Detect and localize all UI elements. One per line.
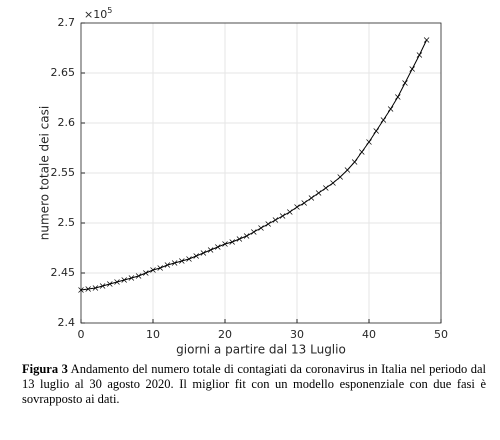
x-tick-label: 0 <box>78 328 85 341</box>
data-point <box>366 139 372 145</box>
data-point <box>107 281 113 287</box>
y-tick-label: 2.6 <box>58 116 76 129</box>
data-point <box>258 225 264 231</box>
x-tick-label: 10 <box>146 328 160 341</box>
y-multiplier-base: ×10 <box>84 8 107 21</box>
data-point <box>200 250 207 256</box>
data-point <box>171 260 178 266</box>
data-point <box>207 247 214 253</box>
data-point <box>279 213 286 219</box>
y-multiplier: ×105 <box>84 6 112 22</box>
y-tick-label: 2.7 <box>58 16 76 29</box>
data-point <box>222 241 228 247</box>
data-point <box>330 180 336 186</box>
y-tick-label: 2.5 <box>58 216 76 229</box>
data-point <box>380 117 387 123</box>
y-axis-label: numero totale dei casi <box>38 106 52 240</box>
caption-text: Andamento del numero totale di contagiat… <box>22 362 487 406</box>
data-point <box>351 159 358 165</box>
data-point <box>229 239 235 245</box>
data-point <box>135 273 142 279</box>
data-point <box>359 149 365 155</box>
data-point <box>337 174 343 180</box>
data-point <box>92 285 99 291</box>
data-point <box>251 229 257 235</box>
y-tick-label: 2.55 <box>51 166 76 179</box>
y-tick-label: 2.4 <box>58 316 76 329</box>
data-point <box>416 52 423 58</box>
x-axis-label: giorni a partire dal 13 Luglio <box>176 343 346 357</box>
x-tick-label: 40 <box>362 328 376 341</box>
data-point <box>128 275 135 281</box>
x-tick-label: 30 <box>290 328 304 341</box>
plot-frame <box>80 22 442 324</box>
data-point <box>402 80 408 86</box>
data-point <box>193 253 199 259</box>
data-point <box>85 286 91 292</box>
data-point <box>186 256 192 262</box>
fit-line <box>80 39 428 291</box>
data-point <box>236 236 243 242</box>
data-point <box>114 279 120 285</box>
data-point <box>315 190 322 196</box>
data-point <box>272 217 279 223</box>
data-point <box>99 283 106 289</box>
caption-label: Figura 3 <box>22 362 68 376</box>
data-point <box>243 233 250 239</box>
data-point <box>179 258 185 264</box>
data-point <box>373 128 379 134</box>
data-point <box>78 287 84 293</box>
data-point <box>344 167 351 173</box>
data-point <box>215 244 221 250</box>
x-tick-label: 20 <box>218 328 232 341</box>
data-point <box>121 277 127 283</box>
y-multiplier-exponent: 5 <box>107 6 112 15</box>
data-point <box>423 37 430 43</box>
x-tick-label: 50 <box>434 328 448 341</box>
y-tick-label: 2.45 <box>51 266 76 279</box>
data-point <box>323 185 329 191</box>
data-point <box>409 66 415 72</box>
data-point <box>387 106 394 112</box>
caption: Figura 3 Andamento del numero totale di … <box>22 362 486 407</box>
data-point <box>301 200 307 206</box>
data-point <box>157 265 163 271</box>
data-point <box>164 262 171 268</box>
data-point <box>294 204 300 210</box>
data-point <box>308 195 315 201</box>
data-point <box>265 221 271 227</box>
data-point <box>150 267 156 273</box>
y-tick-label: 2.65 <box>51 66 76 79</box>
data-point <box>143 270 149 276</box>
data-point <box>287 209 293 215</box>
chart: numero totale dei casi giorni a partire … <box>38 6 449 357</box>
data-point <box>395 94 401 100</box>
